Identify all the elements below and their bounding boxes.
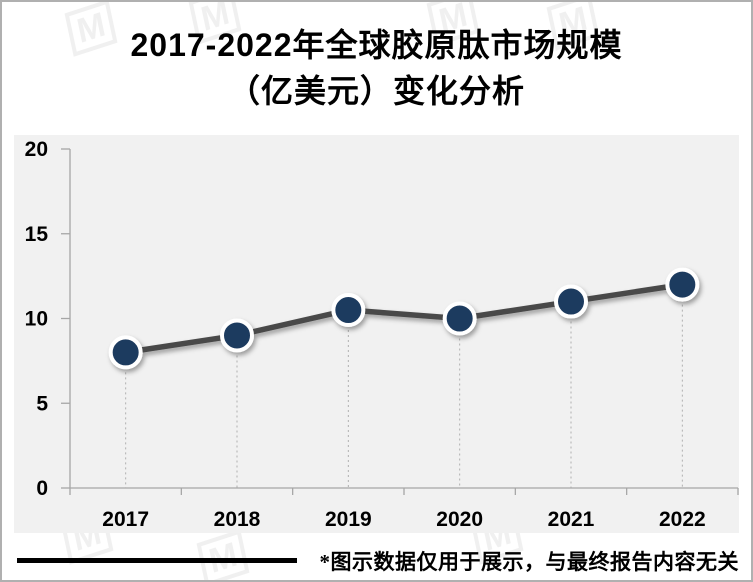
footnote-text: *图示数据仅用于展示，与最终报告内容无关 (319, 550, 739, 574)
series-line (122, 281, 686, 356)
y-tick-label-0: 0 (36, 477, 48, 500)
x-tick-label-2018: 2018 (214, 508, 261, 531)
chart-title-line2: （亿美元）变化分析 (227, 73, 525, 109)
y-tick-label-5: 5 (36, 392, 48, 415)
data-point-2017 (108, 335, 143, 370)
y-tick-label-15: 15 (25, 223, 49, 246)
x-tick-label-2022: 2022 (659, 508, 706, 531)
data-point-2022 (665, 267, 700, 302)
chart-title: 2017-2022年全球胶原肽市场规模 （亿美元）变化分析 (2, 22, 751, 114)
series-group (108, 267, 700, 370)
data-point-2018 (220, 318, 254, 353)
data-point-2021 (554, 284, 588, 319)
x-tick-label-2020: 2020 (436, 508, 483, 531)
x-tick-label-2017: 2017 (102, 508, 149, 531)
data-point-2020 (442, 301, 477, 336)
x-tick-label-2021: 2021 (548, 508, 595, 531)
footer-divider-line (17, 558, 297, 563)
plot-area (14, 135, 739, 533)
data-point-2019 (331, 293, 366, 328)
y-tick-label-10: 10 (25, 308, 48, 331)
x-tick-label-2019: 2019 (325, 508, 372, 531)
y-tick-label-20: 20 (25, 138, 48, 161)
chart-title-line1: 2017-2022年全球胶原肽市场规模 (130, 27, 623, 63)
